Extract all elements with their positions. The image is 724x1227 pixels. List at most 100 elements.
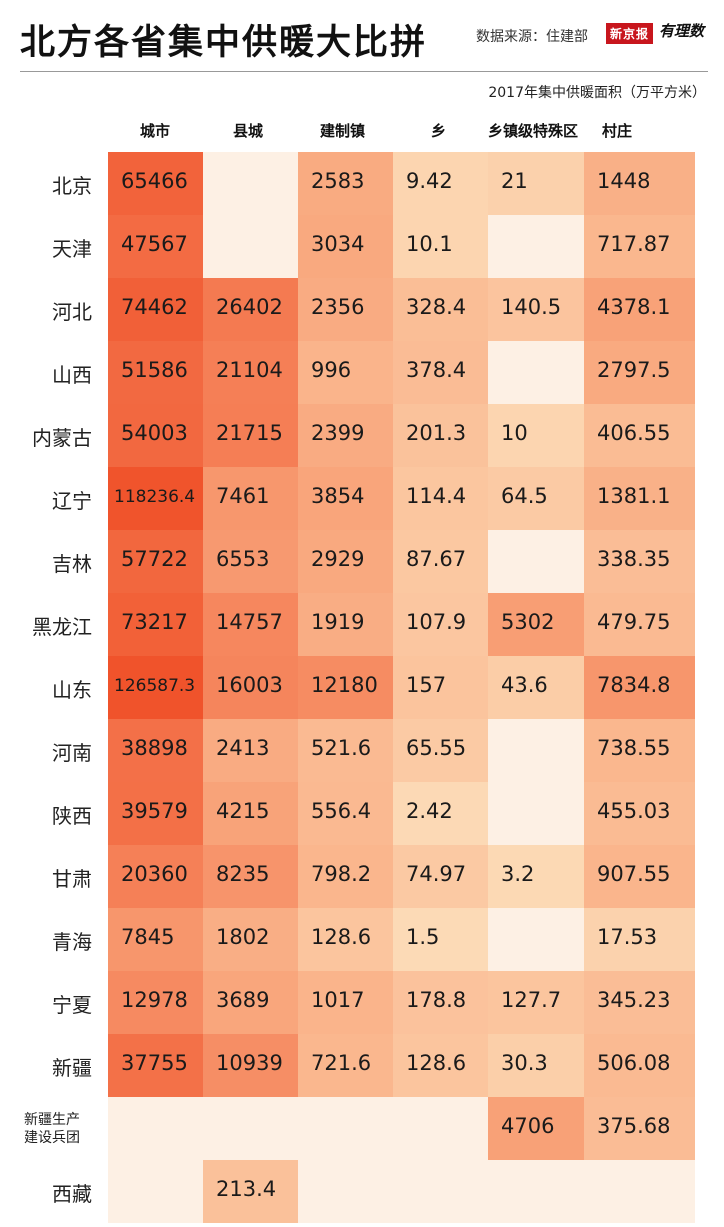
heatmap-cell: [203, 404, 298, 467]
cell-value: 717.87: [597, 232, 671, 256]
heatmap-cell: [108, 467, 203, 530]
title-divider: [20, 71, 708, 72]
cell-value: 12180: [311, 673, 378, 697]
heatmap-cell: [488, 971, 584, 1034]
cell-value: 10939: [216, 1051, 283, 1075]
cell-value: 2929: [311, 547, 365, 571]
heatmap-cell: [298, 341, 393, 404]
heatmap-cell: [298, 1160, 393, 1223]
cell-value: 21104: [216, 358, 283, 382]
heatmap-cell: [584, 404, 695, 467]
cell-value: 157: [406, 673, 447, 697]
cell-value: 126587.3: [114, 676, 196, 696]
heatmap-cell: [298, 593, 393, 656]
heatmap-cell: [298, 467, 393, 530]
heatmap-cell: [298, 782, 393, 845]
heatmap-cell: [108, 1034, 203, 1097]
heatmap-cell: [584, 215, 695, 278]
cell-value: 65466: [121, 169, 188, 193]
cell-value: 87.67: [406, 547, 467, 571]
data-source: 数据来源：住建部: [476, 29, 588, 45]
row-label: 新疆生产 建设兵团: [24, 1112, 80, 1146]
row-label: 山西: [52, 363, 92, 387]
heatmap-cell: [203, 908, 298, 971]
heatmap-cell: [488, 1097, 584, 1160]
cell-value: 1919: [311, 610, 365, 634]
cell-value: 2399: [311, 421, 365, 445]
heatmap-cell: [584, 1097, 695, 1160]
cell-value: 375.68: [597, 1114, 671, 1138]
heatmap-cell: [393, 278, 488, 341]
heatmap-cell: [298, 1097, 393, 1160]
heatmap-cell: [203, 1034, 298, 1097]
cell-value: 30.3: [501, 1051, 548, 1075]
row-label: 黑龙江: [32, 615, 92, 639]
cell-value: 7834.8: [597, 673, 671, 697]
heatmap-cell: [203, 782, 298, 845]
cell-value: 16003: [216, 673, 283, 697]
heatmap-cell: [203, 215, 298, 278]
heatmap-cell: [203, 341, 298, 404]
heatmap-cell: [393, 1034, 488, 1097]
cell-value: 907.55: [597, 862, 671, 886]
cell-value: 7461: [216, 484, 270, 508]
heatmap-cell: [108, 971, 203, 1034]
row-label: 新疆: [52, 1056, 92, 1080]
brand-logo-primary: 新京报: [606, 23, 654, 44]
cell-value: 6553: [216, 547, 270, 571]
cell-value: 2356: [311, 295, 365, 319]
heatmap-cell: [584, 152, 695, 215]
heatmap-cell: [393, 782, 488, 845]
heatmap-cell: [584, 656, 695, 719]
cell-value: 328.4: [406, 295, 467, 319]
cell-value: 21: [501, 169, 528, 193]
cell-value: 57722: [121, 547, 188, 571]
cell-value: 14757: [216, 610, 283, 634]
heatmap-cell: [488, 908, 584, 971]
cell-value: 73217: [121, 610, 188, 634]
cell-value: 114.4: [406, 484, 467, 508]
cell-value: 506.08: [597, 1051, 671, 1075]
heatmap-cell: [488, 1034, 584, 1097]
heatmap-cell: [203, 1160, 298, 1223]
cell-value: 1381.1: [597, 484, 671, 508]
heatmap-cell: [488, 719, 584, 782]
cell-value: 798.2: [311, 862, 372, 886]
cell-value: 20360: [121, 862, 188, 886]
heatmap-cell: [108, 215, 203, 278]
cell-value: 345.23: [597, 988, 671, 1012]
heatmap-cell: [393, 215, 488, 278]
heatmap-cell: [203, 593, 298, 656]
heatmap-cell: [488, 845, 584, 908]
heatmap-cell: [298, 908, 393, 971]
cell-value: 5302: [501, 610, 555, 634]
heatmap-cell: [298, 530, 393, 593]
heatmap-cell: [393, 656, 488, 719]
cell-value: 1.5: [406, 925, 440, 949]
heatmap-cell: [203, 278, 298, 341]
cell-value: 10.1: [406, 232, 453, 256]
heatmap-cell: [203, 656, 298, 719]
heatmap-cell: [298, 845, 393, 908]
row-label: 北京: [52, 174, 92, 198]
cell-value: 1017: [311, 988, 365, 1012]
row-label: 辽宁: [52, 489, 92, 513]
heatmap-cell: [488, 530, 584, 593]
heatmap-cell: [488, 782, 584, 845]
cell-value: 2.42: [406, 799, 453, 823]
heatmap-cell: [393, 152, 488, 215]
cell-value: 12978: [121, 988, 188, 1012]
heatmap-cell: [298, 719, 393, 782]
heatmap-cell: [298, 278, 393, 341]
heatmap-cell: [108, 656, 203, 719]
column-header: 乡镇级特殊区: [488, 122, 579, 140]
heatmap-cell: [584, 341, 695, 404]
cell-value: 4378.1: [597, 295, 671, 319]
cell-value: 9.42: [406, 169, 453, 193]
page-title: 北方各省集中供暖大比拼: [20, 23, 428, 63]
column-header: 城市: [140, 122, 171, 140]
cell-value: 2413: [216, 736, 270, 760]
row-label: 河南: [52, 741, 92, 765]
heatmap-cell: [203, 152, 298, 215]
